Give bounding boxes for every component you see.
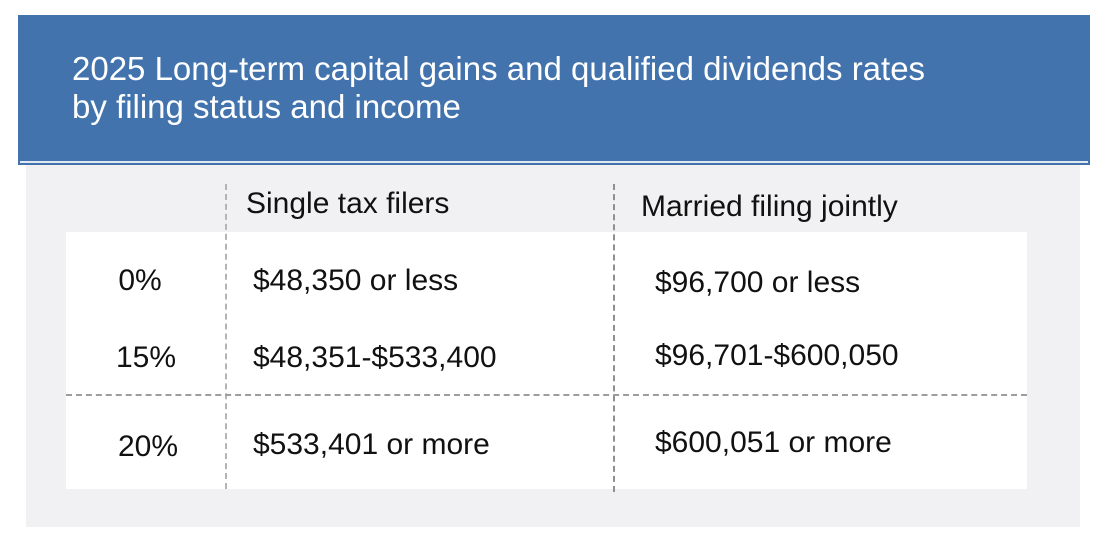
column-header-single: Single tax filers xyxy=(246,187,450,220)
title-banner xyxy=(18,15,1090,165)
rate-cell: 20% xyxy=(117,430,179,463)
column-divider-2 xyxy=(613,184,615,492)
row-divider xyxy=(66,394,1027,396)
married-income-cell: $600,051 or more xyxy=(655,426,892,459)
title-divider xyxy=(20,161,1088,163)
married-income-cell: $96,701-$600,050 xyxy=(655,339,899,372)
married-income-cell: $96,700 or less xyxy=(655,266,861,299)
column-header-married: Married filing jointly xyxy=(641,190,898,223)
rate-cell: 0% xyxy=(118,264,162,297)
single-income-cell: $533,401 or more xyxy=(253,428,490,461)
single-income-cell: $48,351-$533,400 xyxy=(253,341,497,374)
single-income-cell: $48,350 or less xyxy=(253,264,459,297)
column-divider-1 xyxy=(225,184,227,489)
page-title: 2025 Long-term capital gains and qualifi… xyxy=(72,50,926,125)
rate-cell: 15% xyxy=(115,341,177,374)
